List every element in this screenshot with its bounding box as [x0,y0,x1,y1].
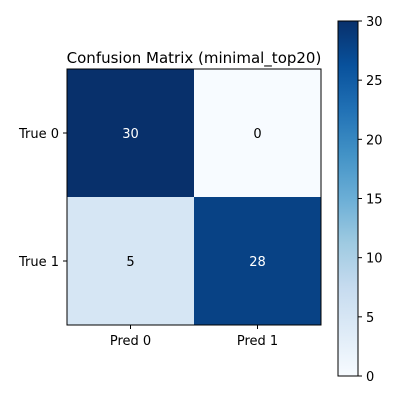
colorbar-tick-label: 30 [366,15,383,30]
cell-value-label: 28 [249,255,266,270]
cell-value-label: 0 [253,127,261,142]
x-tick-label: Pred 1 [237,334,278,349]
x-axis-ticks: Pred 0 Pred 1 [110,325,278,349]
heatmap-cell [67,197,194,325]
heatmap-cell [194,197,321,325]
y-axis-ticks: True 0 True 1 [18,127,67,270]
colorbar-tick-label: 15 [366,193,383,208]
colorbar-tick-label: 5 [366,311,374,326]
chart-title: Confusion Matrix (minimal_top20) [67,49,322,68]
heatmap-cells [67,69,321,325]
heatmap-cell-labels: 30 0 5 28 [122,127,266,270]
heatmap-cell [67,69,194,197]
cell-value-label: 5 [126,255,134,270]
colorbar-ticks: 0 5 10 15 20 25 30 [358,15,383,385]
y-tick-label: True 0 [18,127,59,142]
cell-value-label: 30 [122,127,139,142]
heatmap-cell [194,69,321,197]
colorbar-tick-label: 25 [366,74,383,89]
colorbar-tick-label: 10 [366,252,383,267]
plot-frame [66,68,322,326]
colorbar-tick-label: 0 [366,370,374,385]
colorbar [337,20,359,377]
y-tick-label: True 1 [18,255,59,270]
colorbar-tick-label: 20 [366,133,383,148]
x-tick-label: Pred 0 [110,334,151,349]
